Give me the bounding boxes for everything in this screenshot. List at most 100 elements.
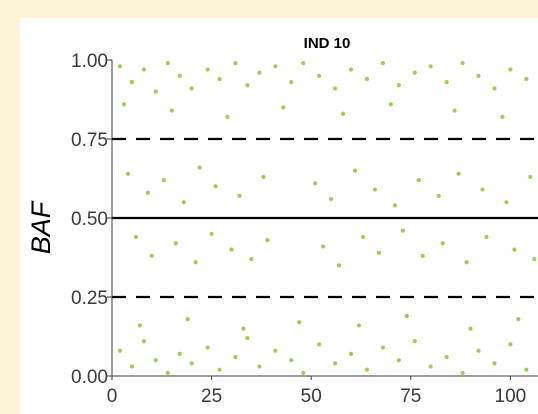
data-point-0-53 bbox=[329, 196, 334, 202]
data-point-0-3 bbox=[153, 89, 158, 94]
data-point-0-109 bbox=[412, 339, 417, 344]
data-point-0-22 bbox=[428, 64, 433, 69]
data-point-0-96 bbox=[217, 367, 222, 372]
data-point-0-52 bbox=[313, 181, 318, 186]
data-point-0-78 bbox=[400, 228, 405, 233]
data-point-0-26 bbox=[492, 86, 497, 91]
data-point-0-11 bbox=[257, 70, 262, 75]
baf-scatter-chart: IND 10 BAF 0.00 0.25 0.50 0.75 1.00 0 25 50 75 1… bbox=[26, 35, 538, 407]
x-tick-label-2: 50 bbox=[301, 386, 322, 407]
data-point-0-51 bbox=[261, 174, 266, 180]
data-point-0-48 bbox=[197, 165, 202, 170]
data-point-0-127 bbox=[404, 313, 409, 319]
data-point-0-57 bbox=[416, 177, 421, 183]
data-point-0-4 bbox=[165, 61, 170, 66]
data-point-0-44 bbox=[125, 171, 131, 176]
data-point-0-35 bbox=[169, 108, 174, 113]
data-point-0-20 bbox=[396, 83, 401, 88]
data-point-0-124 bbox=[241, 326, 246, 331]
data-point-0-68 bbox=[173, 241, 178, 246]
data-point-0-115 bbox=[508, 342, 513, 347]
data-point-0-6 bbox=[189, 86, 194, 91]
data-point-0-94 bbox=[189, 361, 194, 366]
data-point-0-39 bbox=[388, 102, 393, 107]
data-point-0-54 bbox=[352, 168, 358, 173]
data-point-0-21 bbox=[412, 70, 417, 75]
data-point-0-125 bbox=[297, 320, 302, 325]
data-point-0-15 bbox=[317, 73, 322, 78]
data-point-0-27 bbox=[508, 67, 513, 72]
data-point-0-84 bbox=[532, 256, 537, 262]
data-point-0-17 bbox=[348, 67, 354, 72]
data-point-0-95 bbox=[205, 345, 210, 350]
data-point-0-69 bbox=[193, 260, 198, 265]
data-point-0-110 bbox=[428, 364, 433, 369]
data-point-0-16 bbox=[333, 86, 338, 91]
data-point-0-77 bbox=[376, 250, 382, 255]
data-point-0-66 bbox=[133, 234, 139, 240]
data-point-0-38 bbox=[340, 111, 346, 116]
y-axis: 0.00 0.25 0.50 0.75 1.00 bbox=[71, 51, 113, 388]
data-point-0-108 bbox=[396, 358, 401, 363]
y-tick-label-0: 0.00 bbox=[71, 367, 108, 388]
data-point-0-28 bbox=[524, 76, 529, 82]
data-point-0-41 bbox=[500, 114, 505, 119]
data-point-0-62 bbox=[528, 174, 533, 180]
data-point-0-98 bbox=[245, 335, 250, 341]
data-point-0-123 bbox=[185, 317, 190, 322]
data-point-0-74 bbox=[321, 244, 326, 249]
data-point-0-76 bbox=[360, 234, 366, 240]
data-point-0-107 bbox=[380, 345, 386, 350]
data-point-0-79 bbox=[420, 253, 425, 259]
data-point-0-129 bbox=[516, 317, 521, 322]
data-point-0-111 bbox=[444, 354, 449, 360]
data-point-0-103 bbox=[317, 342, 322, 347]
data-point-0-126 bbox=[356, 323, 362, 328]
data-point-0-114 bbox=[492, 361, 497, 366]
data-points bbox=[117, 61, 537, 375]
data-point-0-81 bbox=[464, 260, 469, 265]
data-point-0-60 bbox=[480, 187, 485, 192]
x-axis: 0255075100125 bbox=[107, 375, 538, 407]
data-point-0-7 bbox=[205, 67, 210, 72]
data-point-0-91 bbox=[153, 358, 158, 363]
data-point-0-67 bbox=[149, 253, 154, 259]
x-tick-label-3: 75 bbox=[400, 386, 421, 407]
data-point-0-40 bbox=[452, 108, 457, 113]
data-point-0-89 bbox=[129, 364, 135, 369]
data-point-0-99 bbox=[257, 364, 262, 369]
y-tick-label-1: 0.25 bbox=[71, 288, 108, 309]
data-point-0-113 bbox=[476, 348, 481, 353]
data-point-0-83 bbox=[512, 247, 517, 252]
data-point-0-34 bbox=[121, 102, 127, 107]
x-tick-label-4: 100 bbox=[495, 386, 527, 407]
data-point-0-101 bbox=[289, 358, 294, 363]
data-point-0-80 bbox=[440, 241, 445, 246]
data-point-0-92 bbox=[165, 370, 170, 375]
data-point-0-97 bbox=[233, 354, 238, 360]
data-point-0-71 bbox=[229, 247, 234, 252]
data-point-0-93 bbox=[177, 351, 182, 356]
x-tick-label-1: 25 bbox=[201, 386, 222, 407]
data-point-0-19 bbox=[380, 61, 386, 66]
data-point-0-36 bbox=[225, 114, 230, 119]
y-tick-label-3: 0.75 bbox=[71, 130, 108, 151]
data-point-0-75 bbox=[336, 263, 342, 268]
data-point-0-10 bbox=[245, 83, 250, 88]
data-point-0-56 bbox=[392, 203, 397, 208]
data-point-0-73 bbox=[265, 238, 270, 243]
data-point-0-1 bbox=[129, 80, 135, 85]
data-point-0-61 bbox=[504, 200, 509, 205]
data-point-0-116 bbox=[524, 367, 529, 372]
data-point-0-46 bbox=[161, 177, 166, 183]
data-point-0-14 bbox=[301, 61, 306, 66]
reference-lines bbox=[112, 137, 538, 299]
data-point-0-45 bbox=[145, 190, 150, 195]
data-point-0-50 bbox=[237, 193, 242, 198]
data-point-0-88 bbox=[117, 348, 123, 353]
data-point-0-82 bbox=[484, 234, 489, 240]
data-point-0-24 bbox=[460, 61, 465, 66]
data-point-0-8 bbox=[217, 76, 222, 82]
data-point-0-23 bbox=[444, 80, 449, 85]
data-point-0-106 bbox=[364, 367, 370, 372]
